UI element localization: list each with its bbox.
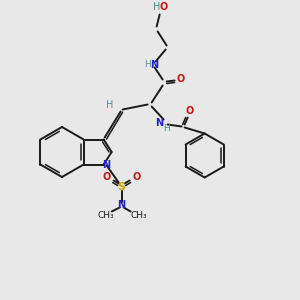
Text: O: O [185, 106, 194, 116]
Text: H: H [153, 2, 160, 13]
Text: H: H [106, 100, 113, 110]
Text: O: O [160, 2, 168, 13]
Text: CH₃: CH₃ [97, 211, 114, 220]
Text: CH₃: CH₃ [130, 211, 147, 220]
Text: O: O [176, 74, 185, 85]
Text: O: O [133, 172, 141, 182]
Text: N: N [151, 59, 159, 70]
Text: S: S [118, 182, 126, 191]
Text: H: H [144, 60, 151, 69]
Text: O: O [103, 172, 111, 182]
Text: N: N [118, 200, 126, 209]
Text: N: N [103, 160, 111, 170]
Text: H: H [163, 124, 170, 133]
Text: N: N [156, 118, 164, 128]
